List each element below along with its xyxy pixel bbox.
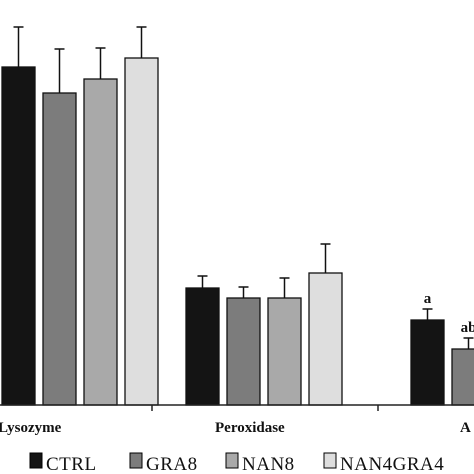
legend-swatch-gra8 [129,452,143,469]
bar-nan8-1 [267,297,302,406]
bar-nan8-0 [83,78,118,406]
bars-layer: a ab [1,26,474,406]
legend-swatch-ctrl [29,452,43,469]
legend: CTRL GRA8 NAN8 NAN4GRA4 [29,452,444,474]
bar-gra8-2 [451,348,474,406]
legend-label-gra8: GRA8 [146,454,198,474]
legend-label-ctrl: CTRL [46,454,97,474]
bar-nan4gra4-0 [124,57,159,406]
sig-label-ctrl-2: a [424,291,432,307]
category-label-a: A [460,420,471,436]
legend-label-nan8: NAN8 [242,454,295,474]
bar-ctrl-1 [185,287,220,406]
sig-label-gra8-2: ab [461,320,474,336]
legend-label-nan4gra4: NAN4GRA4 [340,454,444,474]
legend-swatch-nan4gra4 [323,452,337,469]
category-label-peroxidase: Peroxidase [215,420,285,436]
bar-gra8-0 [42,92,77,406]
bar-nan4gra4-1 [308,272,343,406]
bar-ctrl-2 [410,319,445,406]
bar-gra8-1 [226,297,261,406]
bar-ctrl-0 [1,66,36,406]
legend-swatch-nan8 [225,452,239,469]
category-label-lysozyme: Lysozyme [0,420,62,436]
